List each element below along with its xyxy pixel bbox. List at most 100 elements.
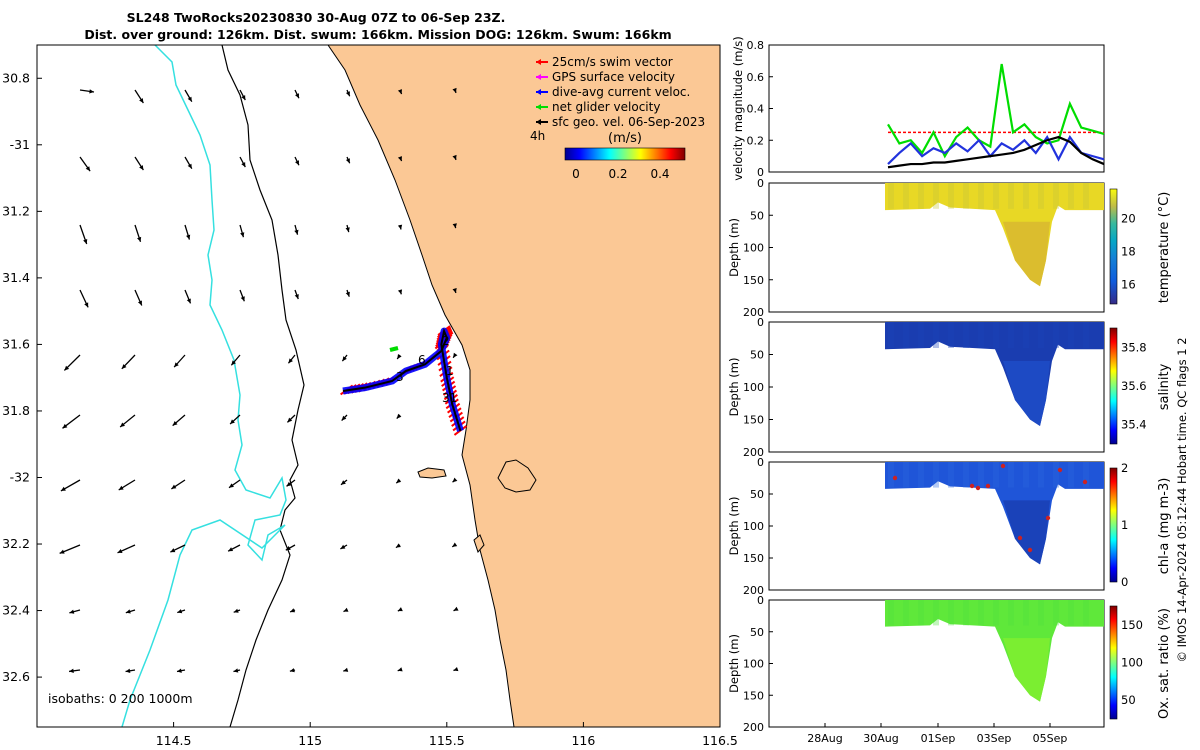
chl-profile-strip [993,462,999,488]
island-garden [497,459,537,493]
temperature-ylabel: Depth (m) [727,218,741,277]
oxygen-profile-strip [1083,600,1089,626]
date-tick-label: 01Sep [921,732,956,745]
salinity-profile-strip [963,322,969,348]
chl-highlight-dot [1017,535,1023,541]
map-y-axis: 30.8 -31 31.2 31.4 31.6 31.8 -32 32.2 32.4 32.6 [2,70,42,684]
salinity-colorbar [1109,327,1118,445]
arrow-head [396,478,402,484]
chl-ytick-label: 200 [743,584,764,597]
chl-ylabel: Depth (m) [727,497,741,556]
oxygen-profile-strip [1068,600,1074,626]
oxygen-profile-strip [1023,600,1029,626]
chl-highlight-dot [1027,547,1033,553]
temperature-ytick-label: 100 [743,242,764,255]
velocity-axes [768,44,1105,173]
velocity-ylabel: velocity magnitude (m/s) [731,36,745,181]
arrow-head [452,154,457,160]
temperature-profile-strip [993,183,999,209]
salinity-cbar-tick: 35.8 [1121,340,1147,354]
cbar-title: (m/s) [608,131,642,146]
chl-profile-strip [963,462,969,488]
arrow-head [231,360,236,366]
temperature-profile-strip [933,183,939,209]
date-tick-label: 30Aug [863,732,898,745]
salinity-profile-strip [1068,322,1074,348]
arrow-head [294,294,299,300]
net-glider-velocity [389,346,399,352]
arrow-head [187,96,192,102]
arrow-head [137,300,142,306]
temperature-profile-strip [963,183,969,209]
arrow-head [177,609,183,614]
arrow-head [345,291,350,297]
arrow-head [343,607,349,612]
arrow-head [295,93,299,99]
arrow-head [286,481,292,487]
chl-profile-strip [903,462,909,488]
arrow-head [285,546,291,551]
arrow-head [340,480,346,485]
chl-profile-strip [1008,462,1014,488]
map-ytick-label: 31.8 [2,403,30,418]
temperature-profile-strip [1038,183,1044,209]
velocity-ytick-label: 0 [757,166,764,179]
arrow-head [240,296,245,302]
isobath-note: isobaths: 0 200 1000m [48,691,193,706]
arrow-head [171,484,177,489]
map-xtick-label: 114.5 [156,733,192,748]
chl-highlight-dot [1057,467,1063,473]
arrow-head [397,607,403,612]
salinity-cbar-label: salinity [1157,363,1172,410]
arrow-head [340,544,346,549]
chl-profile-strip [948,462,954,488]
chl-highlight-dot [969,483,975,489]
arrow-head [397,89,402,95]
arrow-head [397,354,402,359]
temperature-cbar-tick: 18 [1121,244,1136,258]
arrow-head [69,609,75,614]
map-colorbar [564,147,686,161]
arrow-head [345,91,350,97]
map-ytick-label: 30.8 [2,70,30,85]
arrow-head [89,89,94,94]
arrow-head [397,667,403,672]
temperature-profile-strip [903,183,909,209]
salinity-profile-strip [1038,322,1044,348]
arrow-head [177,668,182,673]
temperature-cbar-tick: 20 [1121,212,1136,226]
temperature-ytick-label: 150 [743,274,764,287]
oxygen-profile-strip [933,600,939,626]
temperature-profile-strip [1008,183,1014,209]
date-axis: 28Aug 30Aug 01Sep 03Sep 05Sep [807,723,1067,745]
velocity-series-line [887,63,1105,159]
oxygen-profile-strip [1038,600,1044,626]
arrow-head [84,302,89,308]
velocity-series-line [887,135,1105,169]
oxygen-profile-strip [1053,600,1059,626]
arrow-head [83,239,88,244]
legend-arrowhead [536,104,541,110]
legend-label: GPS surface velocity [552,70,675,84]
chl-ytick-label: 150 [743,552,764,565]
temperature-colorbar [1109,188,1118,305]
arrow-head [453,352,458,358]
track-label-31: 31 [442,391,457,405]
arrow-head [290,608,296,613]
glider-path [342,327,462,432]
legend-arrowhead [536,59,541,65]
chl-highlight-dot [1045,515,1051,521]
temperature-profile-strip [1083,183,1089,209]
salinity-cbar-tick: 35.4 [1121,418,1147,432]
arrow-head [118,485,124,491]
map-ytick-label: 32.6 [2,669,30,684]
date-tick-label: 03Sep [977,732,1012,745]
chl-profile-strip [888,462,894,488]
arrow-head [452,542,458,547]
chl-cbar-tick: 2 [1121,461,1128,475]
legend-label: 25cm/s swim vector [552,55,673,69]
temperature-field [885,183,1104,287]
map-ytick-label: -31 [10,137,30,152]
arrow-head [341,415,347,421]
